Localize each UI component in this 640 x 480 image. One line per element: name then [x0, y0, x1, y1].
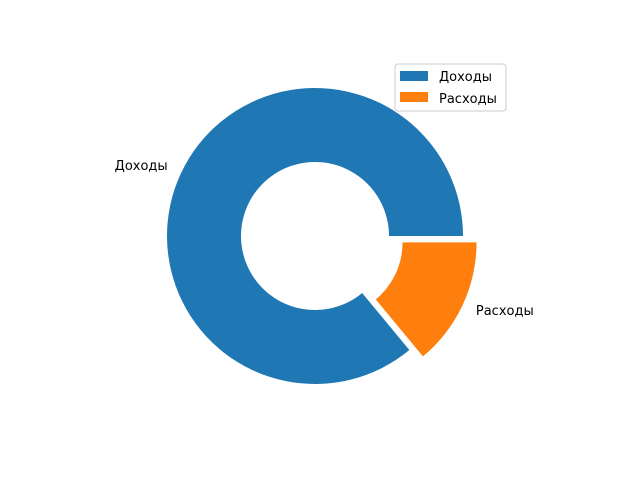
- slices-layer: [167, 87, 477, 384]
- legend: Доходы Расходы: [394, 63, 507, 112]
- slice-label-dohody: Доходы: [115, 159, 168, 174]
- slice-dohody: [167, 87, 464, 384]
- legend-swatch-rashody: [400, 92, 428, 102]
- legend-label-rashody: Расходы: [439, 92, 497, 107]
- slice-rashody: [375, 242, 477, 357]
- slice-label-rashody: Расходы: [476, 304, 534, 319]
- legend-swatch-dohody: [400, 71, 428, 81]
- legend-label-dohody: Доходы: [439, 70, 492, 85]
- labels-layer: Доходы Расходы: [115, 159, 534, 319]
